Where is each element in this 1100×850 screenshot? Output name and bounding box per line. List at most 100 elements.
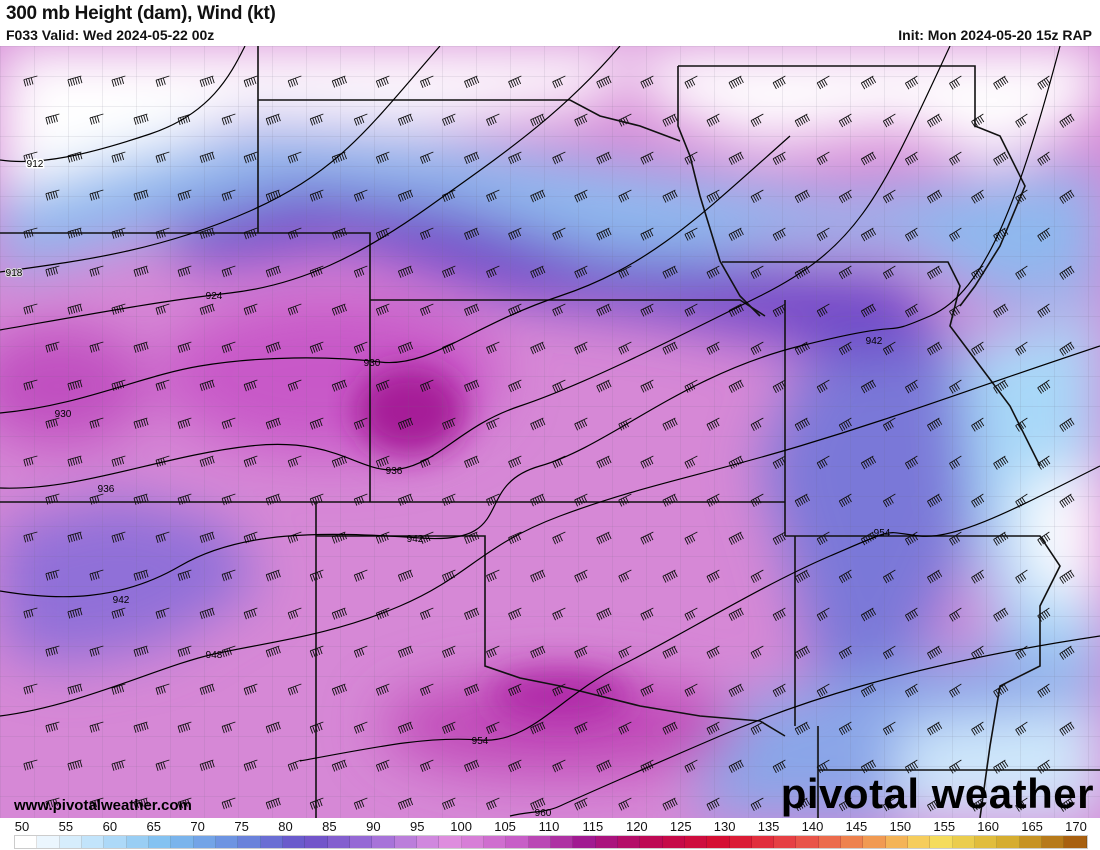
wind-barb [1059, 113, 1075, 128]
wind-barb [243, 379, 258, 392]
wind-barb [23, 759, 38, 771]
wind-barb [287, 303, 302, 316]
wind-barb [816, 303, 830, 318]
wind-barb [927, 189, 943, 204]
wind-barb [860, 683, 877, 698]
colorbar-swatch [1064, 836, 1087, 848]
wind-barb [508, 683, 522, 697]
wind-barb [882, 569, 896, 584]
colorbar-swatch [774, 836, 797, 848]
wind-barb [882, 797, 896, 812]
colorbar [14, 835, 1088, 849]
wind-barb [287, 75, 302, 88]
wind-barb [155, 75, 170, 88]
wind-barb [67, 607, 83, 619]
wind-barb [1015, 645, 1028, 660]
wind-barb [838, 113, 852, 128]
wind-barb [949, 303, 962, 318]
wind-barb [772, 227, 786, 242]
colorbar-swatch [751, 836, 775, 848]
wind-barb [177, 189, 192, 202]
wind-barb [882, 113, 896, 128]
wind-barb [419, 227, 434, 240]
wind-barb [640, 455, 654, 469]
colorbar-swatch [640, 836, 663, 848]
wind-barb [508, 531, 522, 545]
wind-barb [331, 303, 347, 316]
wind-barb [684, 227, 698, 241]
wind-barb [155, 151, 170, 164]
contour-label: 948 [206, 650, 223, 661]
wind-barb [1037, 759, 1051, 774]
colorbar-swatch [260, 836, 283, 848]
wind-barb [397, 113, 414, 126]
wind-barb [375, 531, 390, 544]
website-link[interactable]: www.pivotalweather.com [14, 797, 192, 814]
wind-barb [838, 493, 852, 508]
wind-barb [375, 455, 390, 468]
wind-barb [23, 683, 38, 695]
colorbar-swatch [349, 836, 373, 848]
wind-barb [552, 151, 566, 165]
colorbar-swatch [483, 836, 507, 848]
wind-barb [375, 683, 390, 696]
colorbar-swatch [662, 836, 685, 848]
wind-barb [133, 493, 149, 505]
wind-barb [221, 341, 236, 354]
colorbar-swatch [59, 836, 82, 848]
wind-barb [45, 113, 60, 125]
wind-barb [750, 645, 764, 660]
wind-barb [199, 455, 215, 468]
wind-barb [133, 569, 149, 581]
colorbar-tick-label: 165 [1021, 819, 1043, 834]
wind-barb [860, 75, 877, 90]
wind-barb [67, 75, 83, 87]
wind-barb [243, 683, 258, 696]
wind-barb [904, 683, 919, 698]
wind-barb [442, 721, 456, 735]
wind-barb [596, 607, 612, 621]
wind-barb [221, 265, 236, 278]
wind-barb [860, 303, 877, 318]
colorbar-swatch [126, 836, 149, 848]
wind-barb [287, 227, 302, 240]
wind-barb [750, 265, 764, 280]
wind-barb [860, 759, 877, 774]
wind-barb [221, 113, 236, 126]
wind-barb [331, 379, 347, 392]
wind-barb [816, 531, 830, 546]
wind-barb [640, 303, 654, 317]
wind-barb [706, 113, 720, 127]
wind-barb [640, 607, 654, 621]
wind-barb [706, 645, 720, 659]
wind-barb [111, 531, 126, 543]
colorbar-swatch [595, 836, 618, 848]
wind-barb [684, 379, 698, 393]
contour-label: 936 [98, 484, 115, 495]
wind-barb [750, 417, 764, 432]
wind-barb [971, 493, 985, 508]
colorbar-labels: 50 55 60 65 70 75 80 85 90 95 100 105 110 115 120 125 13… [0, 819, 1100, 835]
wind-barb [971, 797, 985, 812]
wind-barb [662, 797, 678, 811]
wind-barb [353, 113, 368, 126]
wind-barb [640, 379, 654, 393]
wind-barb [860, 607, 877, 622]
wind-barb [640, 683, 654, 697]
wind-barb [45, 569, 60, 581]
wind-barb [221, 645, 236, 658]
wind-barb [23, 531, 38, 543]
wind-barb [221, 721, 236, 734]
wind-barb [442, 569, 456, 583]
wind-barb [133, 341, 149, 353]
colorbar-swatch [461, 836, 484, 848]
wind-barb [530, 645, 546, 659]
colorbar-tick-label: 110 [538, 819, 560, 834]
wind-barb [552, 759, 566, 773]
wind-barb [1037, 151, 1051, 166]
wind-barb [530, 189, 546, 203]
wind-barb [111, 683, 126, 695]
wind-barb [243, 303, 258, 316]
colorbar-swatch [394, 836, 417, 848]
wind-barb [1037, 303, 1051, 318]
